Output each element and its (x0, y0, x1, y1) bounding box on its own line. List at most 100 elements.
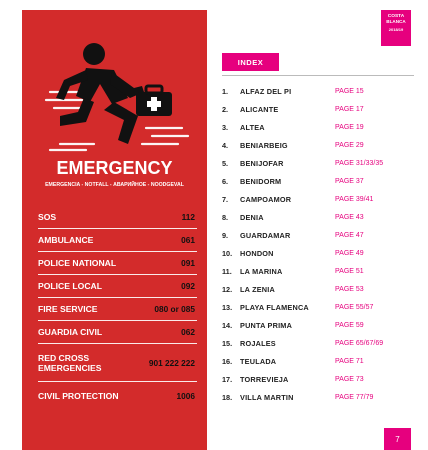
entry-town: LA MARINA (240, 266, 283, 276)
entry-number: 3. (222, 122, 229, 132)
emergency-panel: EMERGENCY EMERGENCIA - NOTFALL - АВАРИЙН… (22, 10, 207, 450)
running-person-first-aid-icon (44, 43, 190, 152)
entry-town: PLAYA FLAMENCA (240, 302, 309, 312)
entry-page: PAGE 59 (335, 321, 364, 329)
costa-blanca-logo: COSTA BLANCA 2018/19 (381, 10, 411, 46)
entry-town: PUNTA PRIMA (240, 320, 293, 330)
entry-page: PAGE 19 (335, 123, 364, 131)
entry-page: PAGE 29 (335, 141, 364, 149)
contact-row: AMBULANCE 061 (38, 229, 197, 252)
entry-number: 11. (222, 266, 232, 276)
contact-row: FIRE SERVICE 080 or 085 (38, 298, 197, 321)
index-entry[interactable]: 9. GUARDAMAR PAGE 47 (222, 226, 417, 244)
index-entry[interactable]: 1. ALFAZ DEL PI PAGE 15 (222, 82, 417, 100)
entry-town: ALICANTE (240, 104, 279, 114)
entry-number: 6. (222, 176, 229, 186)
contact-row: POLICE NATIONAL 091 (38, 252, 197, 275)
entry-town: ROJALES (240, 338, 276, 348)
entry-number: 10. (222, 248, 233, 258)
index-entry[interactable]: 7. CAMPOAMOR PAGE 39/41 (222, 190, 417, 208)
entry-number: 16. (222, 356, 233, 366)
entry-page: PAGE 31/33/35 (335, 159, 384, 167)
entry-number: 7. (222, 194, 229, 204)
index-entry[interactable]: 8. DENIA PAGE 43 (222, 208, 417, 226)
contact-number: 112 (181, 212, 195, 222)
contact-label: AMBULANCE (38, 235, 94, 245)
entry-number: 9. (222, 230, 229, 240)
entry-page: PAGE 73 (335, 375, 364, 383)
entry-page: PAGE 47 (335, 231, 364, 239)
entry-number: 1. (222, 86, 229, 96)
index-entry[interactable]: 10. HONDON PAGE 49 (222, 244, 417, 262)
entry-page: PAGE 51 (335, 267, 364, 275)
entry-page: PAGE 55/57 (335, 303, 374, 311)
contact-label: RED CROSS EMERGENCIES (38, 352, 102, 373)
index-entry[interactable]: 14. PUNTA PRIMA PAGE 59 (222, 316, 417, 334)
page-number: 7 (384, 428, 411, 450)
entry-page: PAGE 49 (335, 249, 364, 257)
contact-number: 092 (181, 281, 195, 291)
entry-town: TORREVIEJA (240, 374, 289, 384)
brand-year: 2018/19 (388, 27, 404, 32)
emergency-contacts-list: SOS 112 AMBULANCE 061 POLICE NATIONAL 09… (38, 206, 197, 410)
entry-page: PAGE 15 (335, 87, 364, 95)
index-entry[interactable]: 15. ROJALES PAGE 65/67/69 (222, 334, 417, 352)
entry-number: 4. (222, 140, 229, 150)
contact-row: GUARDIA CIVIL 062 (38, 321, 197, 344)
entry-page: PAGE 71 (335, 357, 364, 365)
contact-row: POLICE LOCAL 092 (38, 275, 197, 298)
brand-line-2: BLANCA (386, 19, 406, 24)
index-entry[interactable]: 13. PLAYA FLAMENCA PAGE 55/57 (222, 298, 417, 316)
index-entry[interactable]: 5. BENIJOFAR PAGE 31/33/35 (222, 154, 417, 172)
entry-town: BENIJOFAR (240, 158, 284, 168)
index-entry[interactable]: 12. LA ZENIA PAGE 53 (222, 280, 417, 298)
entry-number: 5. (222, 158, 229, 168)
entry-town: LA ZENIA (240, 284, 275, 294)
index-entry[interactable]: 4. BENIARBEIG PAGE 29 (222, 136, 417, 154)
contact-row: CIVIL PROTECTION 1006 (38, 382, 197, 410)
entry-number: 12. (222, 284, 233, 294)
entry-page: PAGE 37 (335, 177, 364, 185)
entry-town: CAMPOAMOR (240, 194, 292, 204)
index-entry[interactable]: 16. TEULADA PAGE 71 (222, 352, 417, 370)
brand-line-1: COSTA (387, 14, 405, 19)
index-entry[interactable]: 11. LA MARINA PAGE 51 (222, 262, 417, 280)
contact-label: SOS (38, 212, 57, 222)
index-heading: INDEX (222, 53, 279, 71)
contact-number: 901 222 222 (148, 357, 195, 368)
entry-number: 14. (222, 320, 233, 330)
entry-number: 2. (222, 104, 229, 114)
index-entry[interactable]: 2. ALICANTE PAGE 17 (222, 100, 417, 118)
entry-page: PAGE 77/79 (335, 393, 374, 401)
contact-label: CIVIL PROTECTION (38, 391, 119, 401)
contact-label: POLICE NATIONAL (38, 258, 117, 268)
entry-page: PAGE 43 (335, 213, 364, 221)
contact-label: FIRE SERVICE (38, 304, 98, 314)
entry-town: ALFAZ DEL PI (240, 86, 292, 96)
index-entry[interactable]: 6. BENIDORM PAGE 37 (222, 172, 417, 190)
entry-number: 8. (222, 212, 229, 222)
emergency-title: EMERGENCY (56, 158, 173, 178)
entry-page: PAGE 39/41 (335, 195, 374, 203)
contact-row: SOS 112 (38, 206, 197, 229)
entry-page: PAGE 53 (335, 285, 364, 293)
entry-number: 17. (222, 374, 233, 384)
contact-number: 091 (181, 258, 195, 268)
contact-row: RED CROSS EMERGENCIES 901 222 222 (38, 344, 197, 382)
contact-number: 061 (181, 235, 195, 245)
emergency-subtitle: EMERGENCIA - NOTFALL - АВАРИЙНОЕ - NOODG… (45, 182, 184, 188)
contact-number: 062 (181, 327, 195, 337)
contact-number: 080 or 085 (154, 304, 195, 314)
index-entry[interactable]: 18. VILLA MARTIN PAGE 77/79 (222, 388, 417, 406)
contact-number: 1006 (176, 391, 195, 401)
index-entry[interactable]: 3. ALTEA PAGE 19 (222, 118, 417, 136)
entry-town: DENIA (240, 212, 264, 222)
entry-page: PAGE 17 (335, 105, 364, 113)
entry-town: GUARDAMAR (240, 230, 291, 240)
contact-label: POLICE LOCAL (38, 281, 102, 291)
entry-number: 13. (222, 302, 233, 312)
index-entry[interactable]: 17. TORREVIEJA PAGE 73 (222, 370, 417, 388)
contact-label: GUARDIA CIVIL (38, 327, 103, 337)
entry-page: PAGE 65/67/69 (335, 339, 384, 347)
entry-town: VILLA MARTIN (240, 392, 294, 402)
